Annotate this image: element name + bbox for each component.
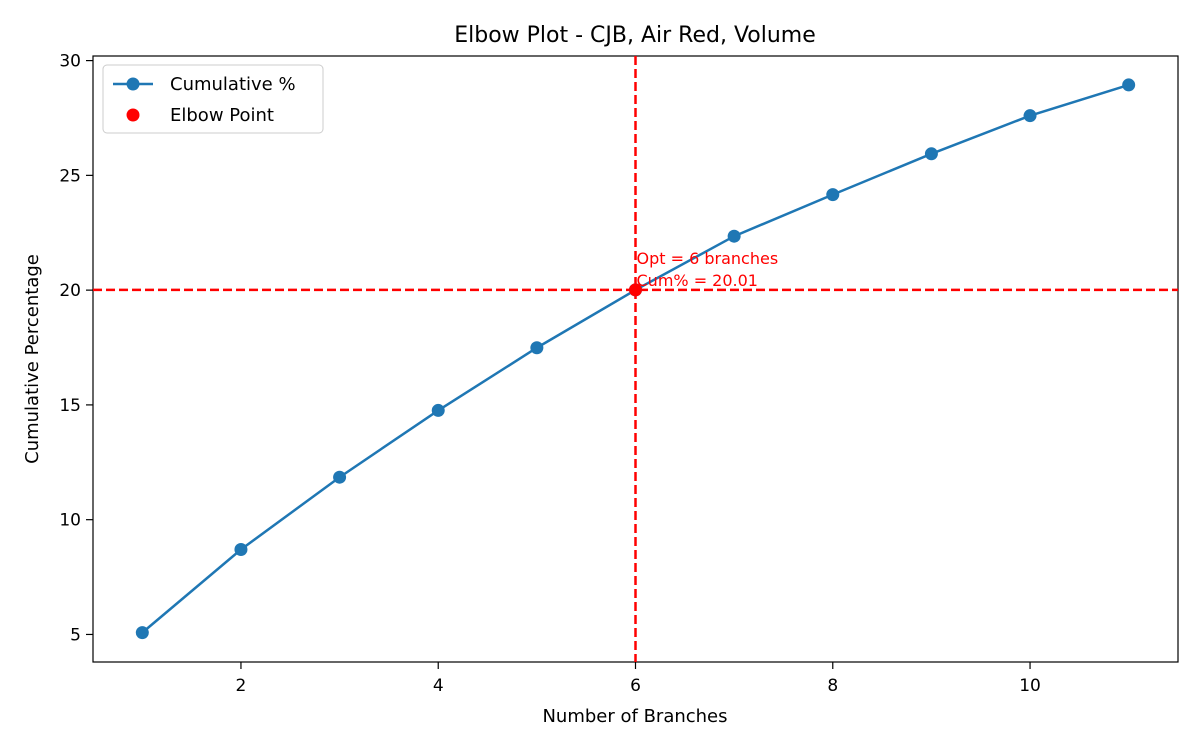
chart-title: Elbow Plot - CJB, Air Red, Volume — [454, 23, 816, 48]
legend-series-label: Cumulative % — [170, 74, 296, 95]
legend: Cumulative % Elbow Point — [102, 64, 324, 134]
data-point — [924, 147, 938, 161]
annotation-line: Cum% = 20.01 — [637, 271, 758, 290]
legend-box — [102, 64, 324, 134]
data-point — [826, 188, 840, 202]
data-point — [234, 543, 248, 557]
x-axis-label: Number of Branches — [542, 706, 727, 727]
legend-line-marker — [126, 77, 140, 91]
data-point — [135, 626, 149, 640]
legend-elbow-marker — [126, 108, 140, 122]
y-tick-label: 20 — [59, 281, 81, 301]
data-point — [1122, 78, 1136, 92]
y-tick-label: 5 — [70, 625, 81, 645]
data-point — [727, 229, 741, 243]
y-axis-ticks: 5 10 15 20 25 30 — [59, 52, 93, 645]
data-point — [333, 470, 347, 484]
x-tick-label: 2 — [236, 676, 247, 696]
elbow-layer — [629, 283, 642, 297]
y-tick-label: 30 — [59, 52, 81, 72]
data-point — [431, 403, 445, 417]
data-point — [530, 341, 544, 355]
y-tick-label: 15 — [59, 396, 81, 416]
y-tick-label: 10 — [59, 511, 81, 531]
legend-elbow-label: Elbow Point — [170, 105, 274, 126]
reference-lines — [93, 56, 1178, 662]
data-point — [1023, 109, 1037, 123]
x-tick-label: 6 — [630, 676, 641, 696]
annotation-layer: Opt = 6 branches Cum% = 20.01 — [637, 249, 779, 290]
x-axis-ticks: 2 4 6 8 10 — [236, 662, 1041, 696]
elbow-point — [629, 283, 642, 297]
y-axis-label: Cumulative Percentage — [22, 254, 43, 464]
plot-area: 2 4 6 8 10 5 10 15 20 25 30 Opt = 6 branches Cum% … — [59, 52, 1179, 696]
y-tick-label: 25 — [59, 166, 81, 186]
x-tick-label: 10 — [1019, 676, 1041, 696]
x-tick-label: 8 — [827, 676, 838, 696]
x-tick-label: 4 — [433, 676, 444, 696]
annotation-line: Opt = 6 branches — [637, 249, 779, 268]
